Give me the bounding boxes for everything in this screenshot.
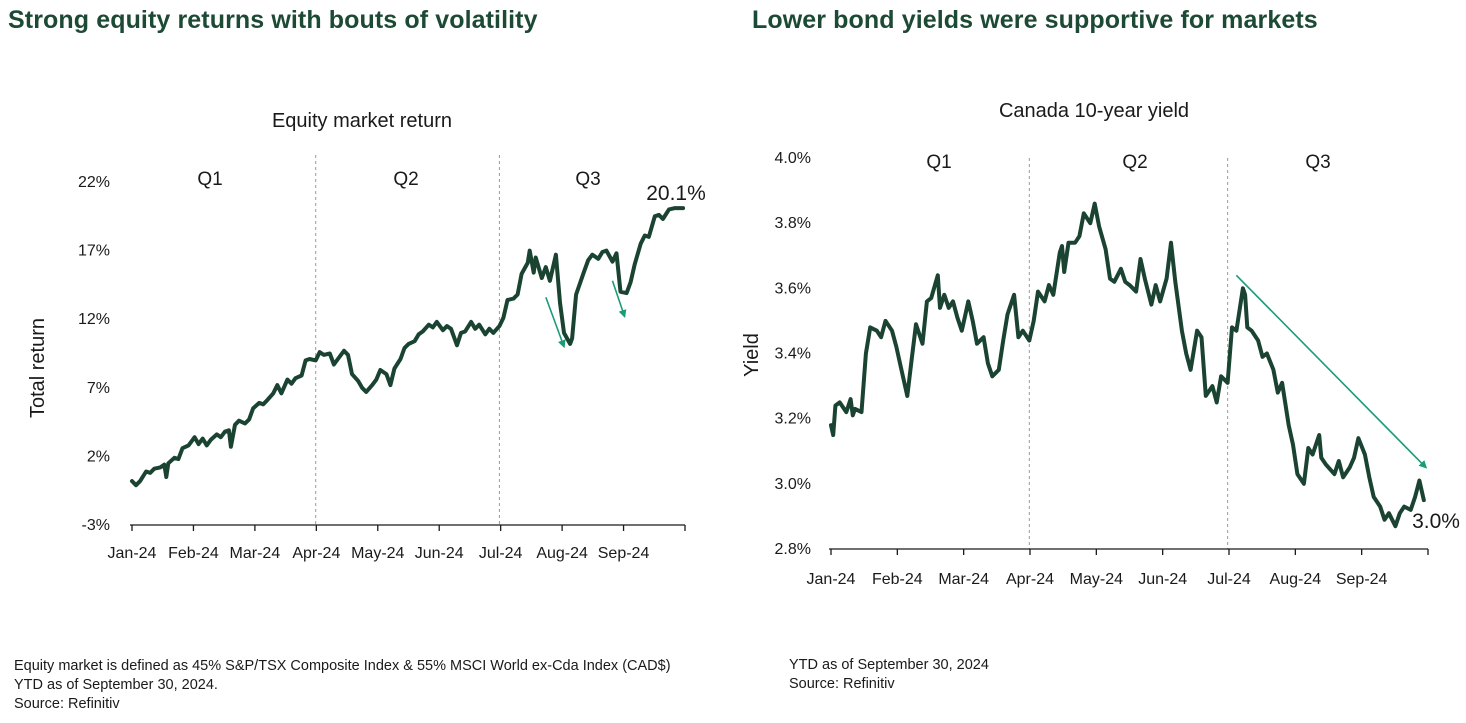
x-tick-label: Jun-24: [1138, 571, 1187, 588]
y-tick-label: 12%: [78, 311, 110, 328]
x-tick-label: Sep-24: [598, 545, 650, 562]
x-tick-label: Mar-24: [230, 545, 281, 562]
chart-title: Equity market return: [272, 110, 452, 132]
y-tick-label: 4.0%: [775, 150, 811, 167]
x-tick-label: May-24: [351, 545, 404, 562]
y-tick-label: 7%: [87, 380, 110, 397]
quarter-label: Q2: [1122, 152, 1147, 173]
x-tick-label: Jan-24: [108, 545, 157, 562]
x-tick-label: Jul-24: [479, 545, 523, 562]
x-tick-label: Jun-24: [415, 545, 464, 562]
trend-arrow: [1235, 274, 1428, 469]
left-panel-heading: Strong equity returns with bouts of vola…: [8, 6, 538, 34]
x-tick-label: Sep-24: [1336, 571, 1388, 588]
x-tick-label: Aug-24: [536, 545, 588, 562]
y-tick-label: 22%: [78, 174, 110, 191]
footnote-source: Source: Refinitiv: [789, 676, 895, 692]
quarter-label: Q2: [393, 169, 418, 190]
end-value-label: 3.0%: [1412, 510, 1460, 533]
chart-title: Canada 10-year yield: [999, 100, 1189, 122]
y-axis-label: Yield: [741, 333, 763, 377]
series-line: [130, 206, 686, 488]
y-tick-label: 3.2%: [775, 411, 811, 428]
series-line: [829, 201, 1426, 529]
quarter-label: Q1: [197, 169, 222, 190]
x-tick-label: Apr-24: [1006, 571, 1054, 588]
footnote-definition: Equity market is defined as 45% S&P/TSX …: [14, 658, 671, 674]
y-tick-label: 2%: [87, 448, 110, 465]
y-tick-label: -3%: [82, 517, 110, 534]
right-footnotes: YTD as of September 30, 2024 Source: Ref…: [789, 656, 989, 694]
y-tick-label: 3.4%: [775, 346, 811, 363]
bond-yield-chart: Canada 10-year yield Yield 2.8% 3.0% 3.2% 3.4…: [741, 100, 1460, 588]
y-tick-label: 3.0%: [775, 476, 811, 493]
quarter-label: Q3: [575, 169, 600, 190]
right-panel-heading: Lower bond yields were supportive for ma…: [752, 6, 1318, 34]
footnote-date: YTD as of September 30, 2024: [789, 657, 989, 673]
trend-arrow: [545, 296, 566, 349]
y-tick-label: 2.8%: [775, 541, 811, 558]
end-value-label: 20.1%: [646, 182, 706, 205]
equity-return-chart: Equity market return Total return -3% 2% 7% 1…: [27, 110, 706, 562]
x-tick-label: Feb-24: [168, 545, 219, 562]
y-tick-label: 17%: [78, 243, 110, 260]
quarter-label: Q1: [926, 152, 951, 173]
x-tick-label: Jul-24: [1207, 571, 1251, 588]
left-footnotes: Equity market is defined as 45% S&P/TSX …: [14, 657, 671, 714]
x-tick-label: May-24: [1070, 571, 1123, 588]
footnote-date: YTD as of September 30, 2024.: [14, 677, 218, 693]
y-axis-label: Total return: [27, 318, 49, 418]
footnote-source: Source: Refinitiv: [14, 696, 120, 712]
x-tick-label: Apr-24: [292, 545, 340, 562]
x-tick-label: Mar-24: [938, 571, 989, 588]
trend-arrow: [611, 280, 627, 318]
y-tick-label: 3.8%: [775, 215, 811, 232]
x-tick-label: Jan-24: [807, 571, 856, 588]
x-tick-label: Aug-24: [1270, 571, 1322, 588]
x-tick-label: Feb-24: [872, 571, 923, 588]
quarter-label: Q3: [1305, 152, 1330, 173]
y-tick-label: 3.6%: [775, 280, 811, 297]
